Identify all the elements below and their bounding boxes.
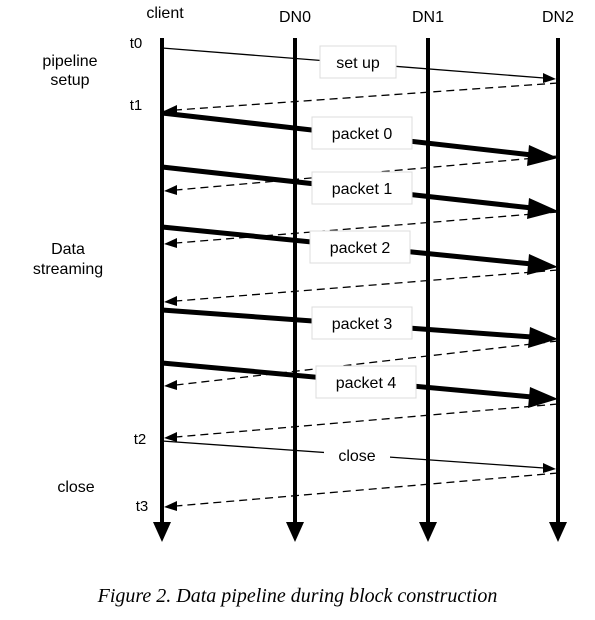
phase-label-setup-line1: pipeline [42,53,97,70]
svg-text:packet 3: packet 3 [332,316,393,333]
lifeline-dn1 [419,38,437,542]
svg-text:packet 2: packet 2 [330,240,391,257]
time-label-t0: t0 [130,35,143,52]
message-label-packet1: packet 1 [311,171,413,205]
svg-text:packet 1: packet 1 [332,181,393,198]
lane-label-dn1: DN1 [412,9,444,26]
message-label-packet0: packet 0 [311,116,413,150]
message-ack3 [164,340,559,390]
phase-label-streaming-line1: Data [51,241,85,258]
svg-text:packet 0: packet 0 [332,126,393,143]
lifeline-dn0 [286,38,304,542]
message-label-packet2: packet 2 [309,230,411,264]
svg-text:set up: set up [336,55,380,72]
message-label-packet3: packet 3 [311,306,413,340]
phase-label-streaming-line2: streaming [33,261,103,278]
svg-text:packet 4: packet 4 [336,375,397,392]
time-label-t3: t3 [136,498,149,515]
phase-label-close: close [57,479,94,496]
time-label-t1: t1 [130,97,143,114]
message-ack2 [164,269,559,306]
lane-label-dn2: DN2 [542,9,574,26]
message-label-close: close [324,440,390,470]
phase-label-setup-line2: setup [50,72,89,89]
pipeline-sequence-diagram: client DN0 DN1 DN2 t0 t1 t2 t3 pipeline … [33,5,574,542]
message-label-setup: set up [319,45,397,79]
lane-label-client: client [146,5,184,22]
message-label-packet4: packet 4 [315,365,417,399]
time-label-t2: t2 [134,431,147,448]
message-ack4 [164,403,559,442]
svg-text:close: close [338,448,375,465]
lifeline-client [153,38,171,542]
message-ack0 [164,155,559,195]
message-setup-ack [164,82,559,115]
message-close-ack [164,472,559,511]
message-ack1 [164,211,559,248]
lifeline-dn2 [549,38,567,542]
lane-label-dn0: DN0 [279,9,311,26]
figure-caption: Figure 2. Data pipeline during block con… [97,585,498,607]
